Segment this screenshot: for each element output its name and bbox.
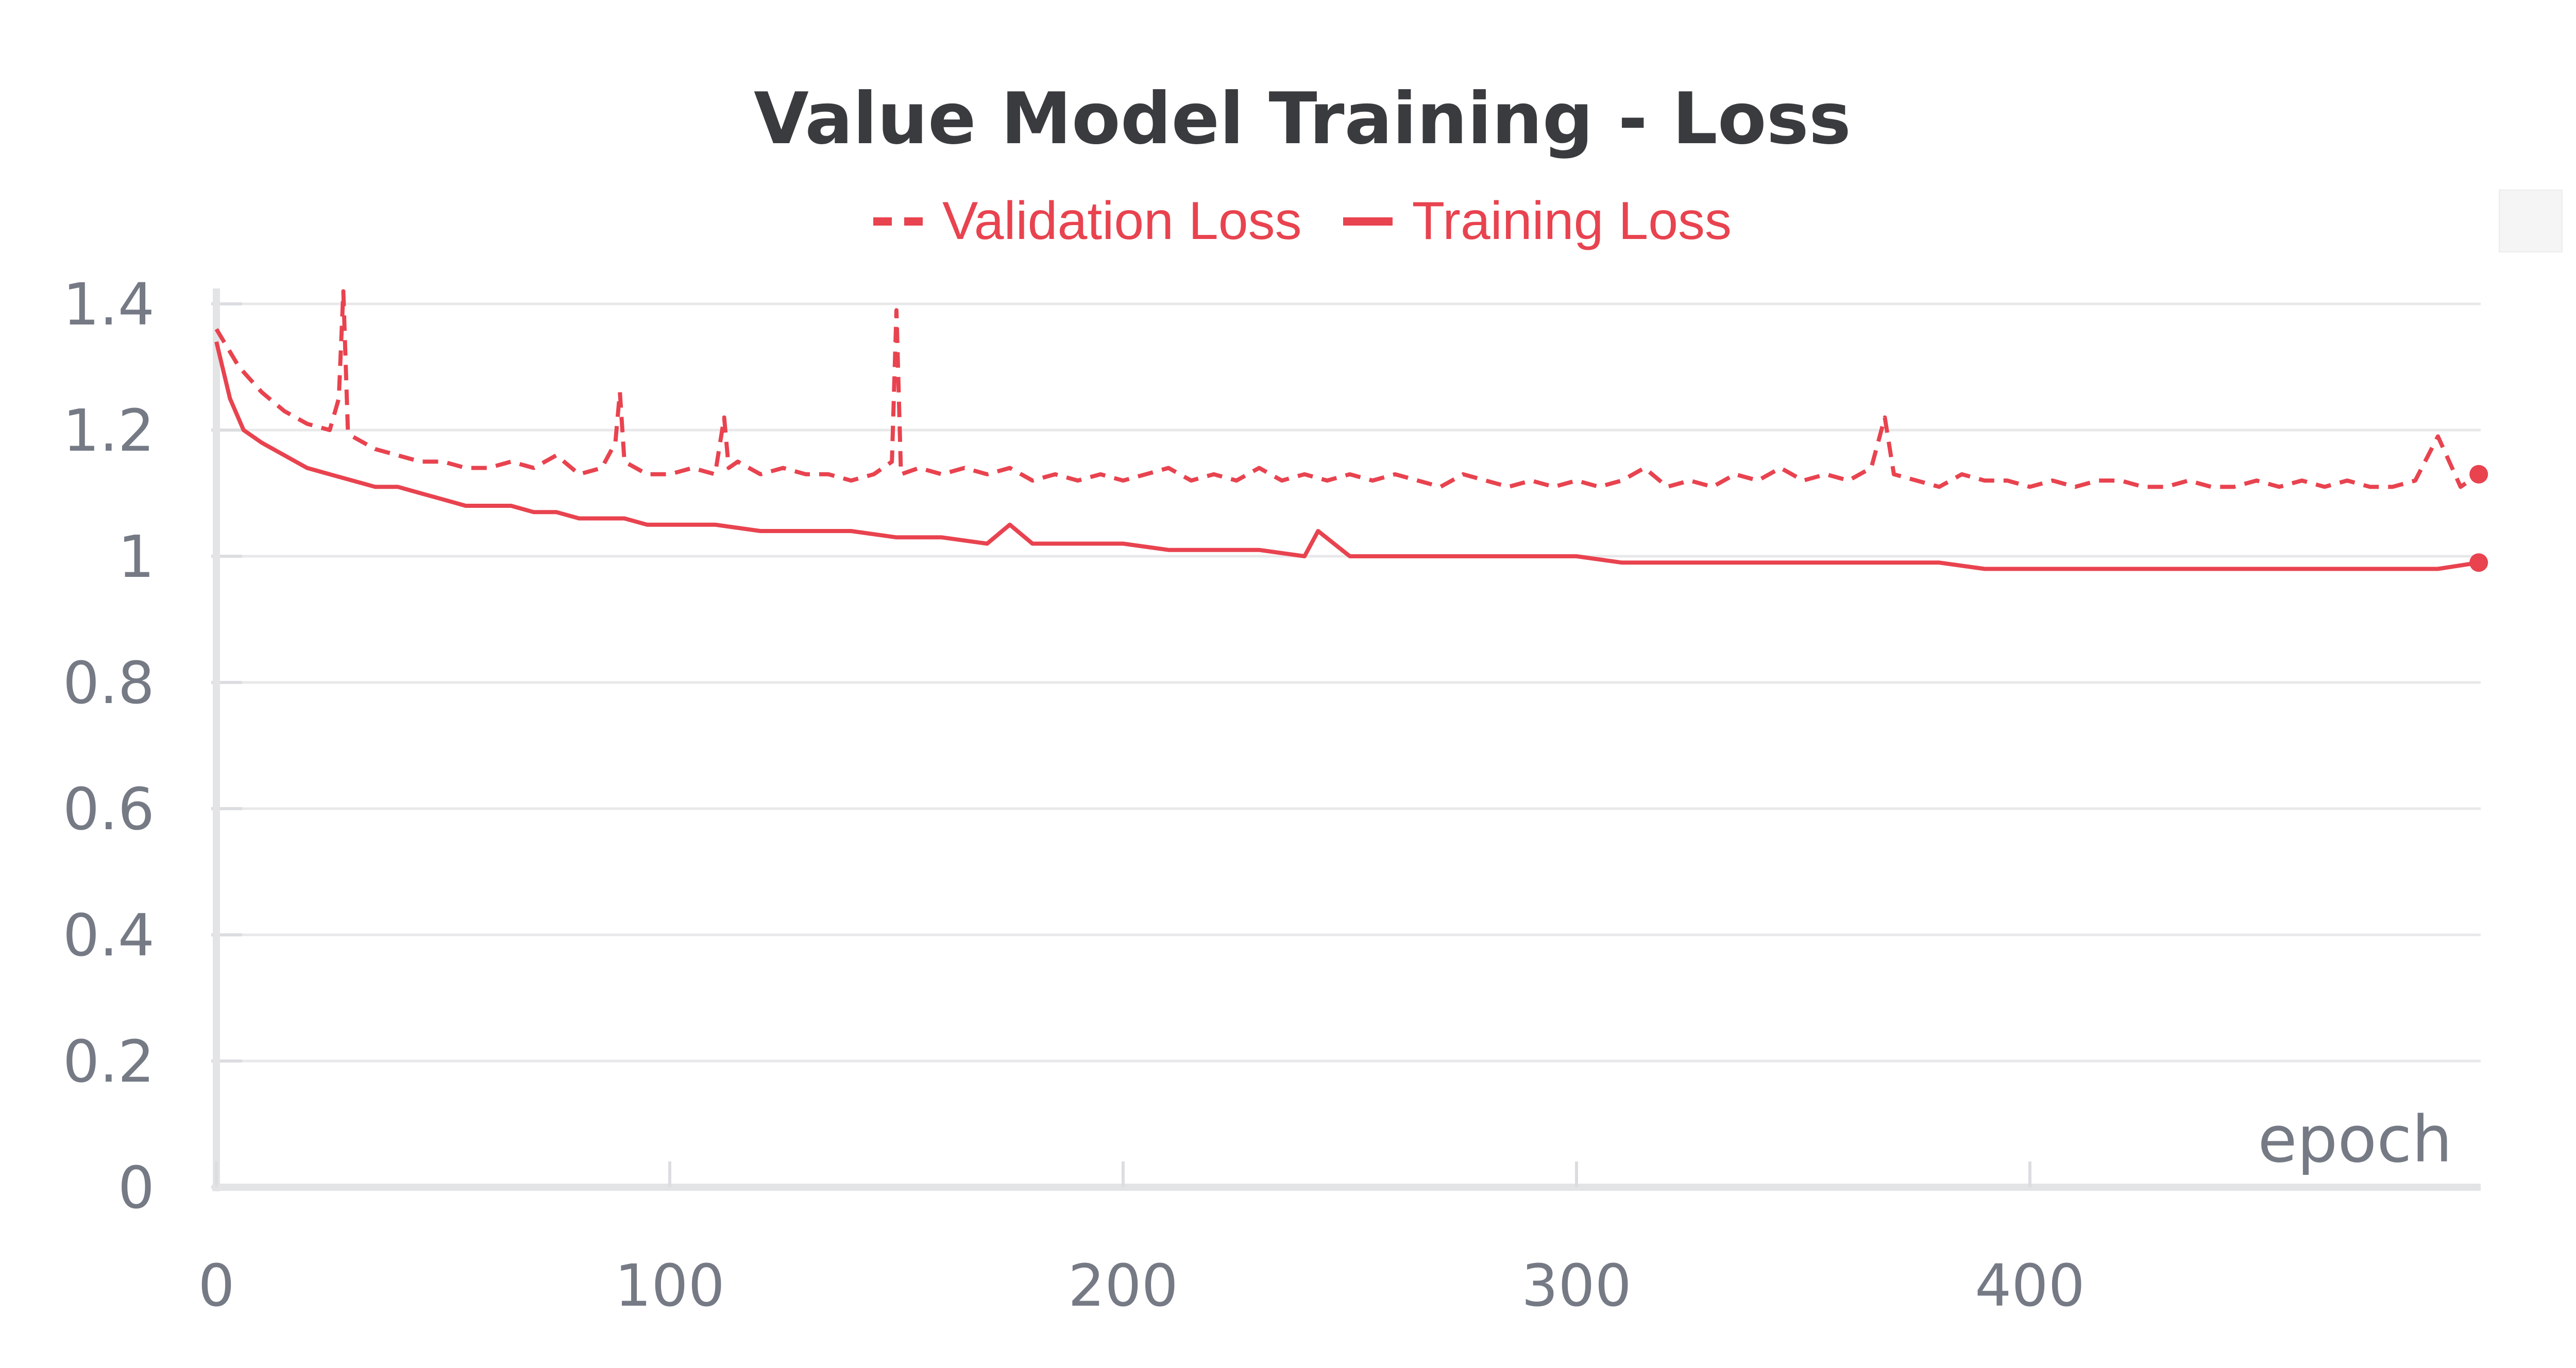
series-line-training	[214, 341, 2479, 571]
series-end-point-training[interactable]	[2469, 553, 2488, 572]
y-tick-label: 1	[118, 524, 155, 591]
x-axis-label: epoch	[2258, 1103, 2452, 1177]
series-end-point-validation[interactable]	[2469, 465, 2488, 484]
legend-item-validation[interactable]: Validation Loss	[873, 191, 1302, 252]
x-tick-label: 0	[198, 1253, 234, 1320]
chart-title: Value Model Training - Loss	[754, 77, 1851, 160]
legend-label-validation: Validation Loss	[942, 191, 1302, 251]
legend-item-training[interactable]: Training Loss	[1343, 191, 1732, 252]
series-layer	[214, 289, 2488, 572]
legend-swatch-validation	[873, 217, 923, 226]
chart-menu-box[interactable]	[2499, 190, 2563, 252]
y-tick-label: 0.4	[63, 902, 155, 969]
axis-layer: 0 0.2 0.4 0.6 0.8 1 1.2 1.4 0 100 200 300 400	[63, 271, 2481, 1320]
y-tick-label: 0.2	[63, 1029, 155, 1096]
x-tick-label: 400	[1975, 1253, 2085, 1320]
x-tick-label: 200	[1068, 1253, 1178, 1320]
y-tick-label: 0.8	[63, 650, 155, 717]
y-tick-label: 1.4	[63, 271, 155, 338]
legend: Validation Loss Training Loss	[0, 191, 2576, 252]
legend-label-training: Training Loss	[1412, 191, 1732, 251]
legend-swatch-training	[1343, 217, 1393, 226]
grid-layer	[216, 302, 2481, 1063]
series-line-validation	[214, 289, 2480, 489]
x-tick-label: 300	[1521, 1253, 1632, 1320]
x-tick-label: 100	[615, 1253, 725, 1320]
y-tick-label: 1.2	[63, 398, 155, 465]
y-tick-label: 0.6	[63, 776, 155, 843]
y-tick-label: 0	[118, 1155, 155, 1222]
